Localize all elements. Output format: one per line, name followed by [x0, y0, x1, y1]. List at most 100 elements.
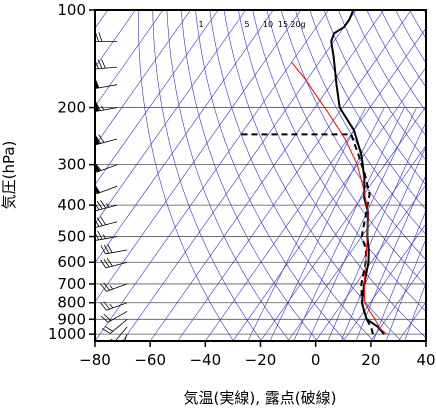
- dry-adiabat-line: [380, 10, 426, 88]
- y-tick-label: 1000: [48, 325, 86, 343]
- wind-barb-flag: [95, 79, 100, 89]
- wind-barb-feather: [98, 134, 105, 143]
- wind-barb-feather: [107, 244, 113, 253]
- y-tick-label: 700: [57, 275, 86, 293]
- wind-barb-feather: [103, 258, 110, 268]
- wind-barb-staff: [105, 249, 128, 255]
- dry-adiabat-line: [166, 10, 290, 341]
- wind-barb-feather: [95, 10, 99, 11]
- wind-barb: [95, 102, 118, 112]
- wind-barb: [95, 184, 118, 195]
- wind-barb-feather: [103, 301, 110, 310]
- isotherm-line: [95, 10, 274, 264]
- wind-barb-feather: [103, 339, 114, 341]
- dry-adiabat-line: [223, 10, 402, 341]
- isotherm-line: [122, 10, 357, 341]
- isotherm-line: [95, 10, 246, 225]
- isotherm-line: [232, 66, 426, 341]
- isotherm-line: [149, 10, 384, 341]
- wind-barb-staff: [95, 66, 118, 70]
- isotherm-line: [205, 27, 426, 341]
- wind-barb-staff: [105, 261, 128, 269]
- y-tick-label: 900: [57, 310, 86, 328]
- y-tick-label: 400: [57, 196, 86, 214]
- wind-barb-feather: [95, 201, 100, 211]
- wind-barb: [95, 10, 118, 11]
- wind-barb-flag: [95, 184, 101, 194]
- wind-barb: [101, 318, 128, 334]
- mixing-ratio-line: [373, 209, 426, 341]
- mixing-ratio-labels: 1 5 10 15 20g: [198, 20, 305, 29]
- wind-barb-feather: [96, 200, 103, 210]
- wind-barb-feather: [103, 282, 110, 291]
- x-tick-label: 20: [361, 351, 380, 369]
- isotherm-line: [287, 144, 426, 341]
- x-tick-label: 0: [311, 351, 321, 369]
- wind-barb-feather: [95, 218, 100, 227]
- x-tick-label: 40: [416, 351, 435, 369]
- wind-barb-flag: [95, 163, 101, 173]
- wind-barb-feather: [101, 59, 106, 69]
- mixing-ratio-line: [293, 107, 405, 341]
- dry-adiabat-line: [280, 10, 426, 261]
- dry-adiabat-line: [180, 10, 318, 341]
- dry-adiabat-line: [238, 10, 426, 339]
- wind-barb: [95, 200, 118, 212]
- wind-barb-feather: [110, 352, 119, 358]
- wind-barb: [100, 244, 128, 255]
- wind-barb-feather: [103, 244, 110, 254]
- reference_profile-line: [291, 61, 388, 335]
- wind-barb-half-feather: [109, 303, 114, 309]
- wind-barb-staff: [119, 333, 128, 341]
- wind-barb: [100, 257, 128, 269]
- wind-barb-feather: [100, 302, 107, 311]
- y-axis-title: 気圧(hPa): [0, 141, 18, 210]
- mixing-ratio-label: 10: [263, 20, 273, 29]
- wind-barb-staff: [95, 221, 118, 228]
- mixing-ratio-line: [308, 107, 417, 341]
- wind-barb-half-feather: [102, 234, 106, 239]
- mixing-ratio-line: [404, 282, 426, 341]
- x-axis-title: 気温(実線), 露点(破線): [184, 389, 337, 407]
- wind-barb-feather: [95, 10, 96, 11]
- mixing-ratio-label: 1: [198, 20, 203, 29]
- wind-barb: [100, 310, 128, 323]
- wind-barb-staff: [96, 185, 118, 195]
- x-tick-label: −80: [79, 351, 111, 369]
- profile-lines: [240, 10, 388, 335]
- mixing-ratio-line: [269, 107, 385, 341]
- wind-barb-feather: [106, 257, 113, 267]
- dry-adiabat-line: [309, 10, 426, 211]
- x-tick-label: −60: [134, 351, 166, 369]
- wind-barb-feather: [100, 245, 106, 255]
- wind-barb: [110, 333, 128, 358]
- wind-barb-feather: [95, 135, 102, 144]
- wind-barb-staff: [95, 236, 118, 241]
- wind-barb-staff: [96, 164, 118, 173]
- wind-barb-feather: [97, 59, 103, 69]
- mixing-ratio-label: 20g: [290, 20, 305, 29]
- background-lines: [95, 10, 426, 341]
- wind-barb: [95, 162, 118, 173]
- x-tick-label: −20: [245, 351, 277, 369]
- temperature-line: [330, 10, 385, 335]
- y-tick-label: 300: [57, 156, 86, 174]
- wind-barb-staff: [95, 138, 118, 146]
- wind-barb: [95, 134, 118, 146]
- isotherm-line: [260, 105, 426, 341]
- wind-barb-staff: [95, 204, 118, 212]
- isotherm-line: [425, 340, 426, 341]
- wind-barb-feather: [97, 230, 103, 240]
- wind-barbs: [95, 10, 128, 358]
- y-tick-label: 100: [57, 1, 86, 19]
- isotherm-line: [95, 10, 219, 186]
- isotherm-line: [315, 184, 426, 341]
- isotherm-line: [343, 223, 426, 341]
- pressure-gridlines: [95, 10, 426, 335]
- wind-barb: [95, 216, 118, 228]
- wind-barb-feather: [104, 325, 114, 332]
- y-tick-label: 200: [57, 99, 86, 117]
- isotherm-line: [95, 10, 191, 147]
